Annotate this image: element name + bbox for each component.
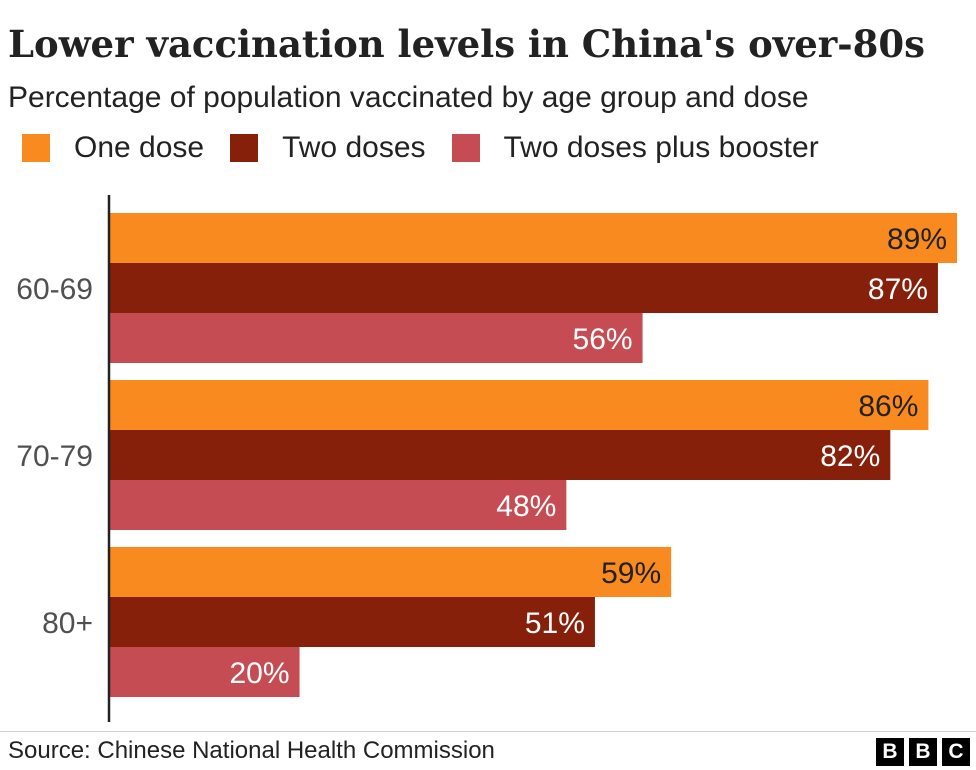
bar: [109, 480, 567, 530]
value-label: 82%: [820, 440, 880, 473]
bar: [109, 263, 938, 313]
bar: [109, 313, 643, 363]
value-label: 89%: [887, 223, 947, 256]
bar: [109, 430, 891, 480]
value-label: 87%: [868, 273, 928, 306]
bar: [109, 547, 672, 597]
legend-label-one-dose: One dose: [74, 131, 205, 164]
bbc-logo: B B C: [871, 738, 970, 766]
value-label: 86%: [858, 390, 918, 423]
bar: [109, 597, 595, 647]
category-label: 60-69: [16, 273, 93, 306]
value-label: 59%: [601, 557, 661, 590]
legend: One dose Two doses Two doses plus booste…: [22, 130, 845, 166]
bar: [109, 380, 929, 430]
legend-swatch-booster: [451, 134, 480, 162]
legend-item-one-dose: One dose: [22, 131, 204, 165]
category-label: 80+: [42, 607, 93, 640]
legend-label-two-doses: Two doses: [282, 131, 426, 164]
value-label: 20%: [230, 657, 290, 690]
bar: [109, 213, 957, 263]
source-note: Source: Chinese National Health Commissi…: [8, 737, 495, 764]
bbc-logo-letter: C: [942, 738, 970, 766]
legend-item-booster: Two doses plus booster: [451, 131, 819, 165]
bar: [109, 647, 300, 697]
bbc-logo-letter: B: [909, 738, 937, 766]
footer-divider: [0, 731, 976, 732]
value-label: 48%: [496, 490, 556, 523]
bar-chart: 60-69 89% 87% 56% 70-79 86% 82% 48% 80+ 59% 51% 20%: [16, 195, 957, 722]
value-label: 51%: [525, 607, 585, 640]
chart-title: Lower vaccination levels in China's over…: [8, 22, 925, 66]
legend-swatch-two-doses: [230, 134, 259, 162]
legend-item-two-doses: Two doses: [230, 131, 426, 165]
category-label: 70-79: [16, 440, 93, 473]
chart-subtitle: Percentage of population vaccinated by a…: [8, 81, 809, 114]
bbc-logo-letter: B: [876, 738, 904, 766]
legend-label-booster: Two doses plus booster: [503, 131, 819, 164]
value-label: 56%: [573, 323, 633, 356]
legend-swatch-one-dose: [22, 134, 50, 162]
